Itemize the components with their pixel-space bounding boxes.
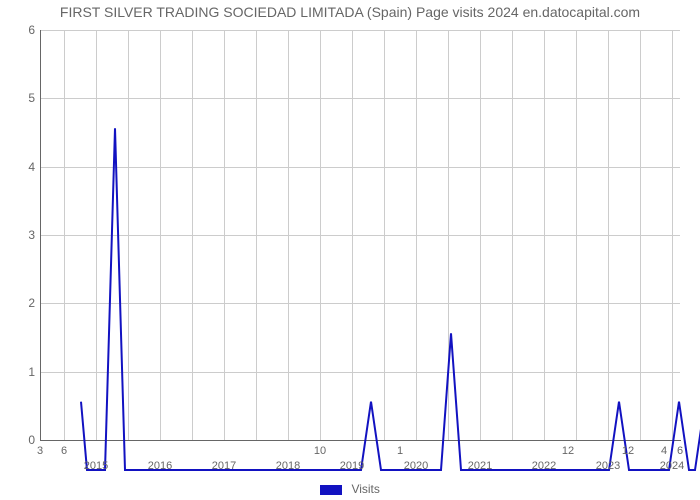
value-label: 6 xyxy=(677,445,683,457)
xtick-label: 2019 xyxy=(340,460,364,472)
xtick-label: 2020 xyxy=(404,460,428,472)
value-label: 12 xyxy=(622,445,634,457)
legend-swatch xyxy=(320,485,342,495)
value-label: 1 xyxy=(397,445,403,457)
value-label: 10 xyxy=(314,445,326,457)
xtick-label: 2018 xyxy=(276,460,300,472)
xtick-label: 2016 xyxy=(148,460,172,472)
ytick-label: 2 xyxy=(28,296,35,310)
xtick-label: 2015 xyxy=(84,460,108,472)
xtick-label: 2024 xyxy=(660,460,684,472)
legend: Visits xyxy=(0,482,700,496)
ytick-label: 6 xyxy=(28,23,35,37)
visits-line xyxy=(81,128,700,470)
value-label: 4 xyxy=(661,445,667,457)
value-label: 3 xyxy=(37,445,43,457)
xtick-label: 2017 xyxy=(212,460,236,472)
line-series-svg xyxy=(81,60,700,470)
ytick-label: 0 xyxy=(28,433,35,447)
chart-container: FIRST SILVER TRADING SOCIEDAD LIMITADA (… xyxy=(0,0,700,500)
value-label: 12 xyxy=(562,445,574,457)
xtick-label: 2021 xyxy=(468,460,492,472)
plot-area xyxy=(40,30,681,441)
ytick-label: 4 xyxy=(28,160,35,174)
value-label: 6 xyxy=(61,445,67,457)
ytick-label: 1 xyxy=(28,365,35,379)
ytick-label: 5 xyxy=(28,91,35,105)
legend-label: Visits xyxy=(351,482,379,496)
xtick-label: 2022 xyxy=(532,460,556,472)
chart-title: FIRST SILVER TRADING SOCIEDAD LIMITADA (… xyxy=(0,4,700,20)
xtick-label: 2023 xyxy=(596,460,620,472)
ytick-label: 3 xyxy=(28,228,35,242)
